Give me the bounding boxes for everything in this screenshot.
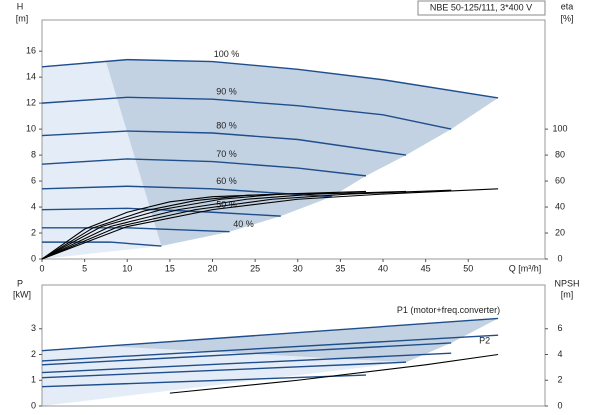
curve bbox=[41, 352, 452, 374]
curve bbox=[41, 58, 499, 99]
curve bbox=[41, 317, 499, 352]
region bbox=[105, 59, 499, 247]
y-tick-label: 0 bbox=[31, 253, 36, 263]
title-box bbox=[417, 0, 546, 16]
curve bbox=[41, 374, 366, 388]
y-label: H bbox=[17, 1, 24, 11]
y2-tick-label: 80 bbox=[555, 149, 565, 159]
y-tick-label: 6 bbox=[31, 175, 36, 185]
curve-label: 60 % bbox=[216, 176, 237, 186]
curve bbox=[41, 158, 367, 177]
y2-tick-label: 100 bbox=[552, 123, 567, 133]
y-tick-label: 2 bbox=[31, 227, 36, 237]
x-tick-label: 30 bbox=[293, 263, 303, 273]
curve bbox=[41, 361, 407, 379]
y2-unit: [m] bbox=[561, 289, 574, 299]
x-tick-label: 5 bbox=[82, 263, 87, 273]
y-tick-label: 10 bbox=[26, 123, 36, 133]
curve bbox=[41, 130, 407, 156]
y-tick-label: 0 bbox=[31, 400, 36, 410]
y2-tick-label: 6 bbox=[557, 323, 562, 333]
y2-unit: [%] bbox=[560, 13, 573, 23]
y2-tick-label: 40 bbox=[555, 201, 565, 211]
y-tick-label: 1 bbox=[31, 375, 36, 385]
y2-label: eta bbox=[561, 1, 574, 11]
curve bbox=[41, 342, 452, 366]
curve-label: 70 % bbox=[216, 149, 237, 159]
x-tick-label: 50 bbox=[463, 263, 473, 273]
x-tick-label: 10 bbox=[122, 263, 132, 273]
curve-label: 40 % bbox=[233, 219, 254, 229]
y-tick-label: 12 bbox=[26, 98, 36, 108]
plot-frame bbox=[41, 284, 546, 407]
y-tick-label: 16 bbox=[26, 46, 36, 56]
curve-label: 80 % bbox=[216, 120, 237, 130]
x-tick-label: 35 bbox=[335, 263, 345, 273]
y-tick-label: 14 bbox=[26, 72, 36, 82]
y2-label: NPSH bbox=[554, 278, 579, 288]
curve bbox=[41, 190, 407, 260]
y2-tick-label: 0 bbox=[557, 400, 562, 410]
x-label: Q [m³/h] bbox=[509, 263, 542, 273]
curve bbox=[41, 334, 499, 362]
curve bbox=[42, 227, 230, 233]
x-tick-label: 25 bbox=[250, 263, 260, 273]
curve-label: P1 (motor+freq.converter) bbox=[397, 305, 500, 315]
x-tick-label: 45 bbox=[421, 263, 431, 273]
y2-tick-label: 2 bbox=[557, 375, 562, 385]
curve bbox=[41, 189, 452, 260]
curve bbox=[42, 241, 162, 247]
x-tick-label: 20 bbox=[208, 263, 218, 273]
y-tick-label: 4 bbox=[31, 201, 36, 211]
chart-title: NBE 50-125/111, 3*400 V bbox=[430, 2, 532, 12]
plot-frame bbox=[41, 19, 546, 260]
x-tick-label: 40 bbox=[378, 263, 388, 273]
curve bbox=[41, 96, 452, 130]
curve-label: 50 % bbox=[216, 200, 237, 210]
y2-tick-label: 20 bbox=[555, 227, 565, 237]
y-label: P bbox=[17, 278, 23, 288]
curve bbox=[41, 207, 281, 217]
y2-tick-label: 0 bbox=[557, 253, 562, 263]
curve bbox=[169, 353, 499, 394]
curve bbox=[41, 185, 332, 198]
curve bbox=[41, 193, 281, 260]
region-light bbox=[42, 346, 407, 406]
y-tick-label: 3 bbox=[31, 323, 36, 333]
y-unit: [m] bbox=[16, 13, 29, 23]
y-tick-label: 8 bbox=[31, 149, 36, 159]
y-tick-label: 2 bbox=[31, 349, 36, 359]
x-tick-label: 15 bbox=[165, 263, 175, 273]
curve-label: 100 % bbox=[214, 49, 240, 59]
curve bbox=[41, 188, 499, 260]
y2-tick-label: 4 bbox=[557, 349, 562, 359]
y-unit: [kW] bbox=[13, 289, 31, 299]
y2-tick-label: 60 bbox=[555, 175, 565, 185]
x-tick-label: 0 bbox=[39, 263, 44, 273]
curve-label: 90 % bbox=[216, 87, 237, 97]
curve-label: P2 bbox=[479, 336, 490, 346]
